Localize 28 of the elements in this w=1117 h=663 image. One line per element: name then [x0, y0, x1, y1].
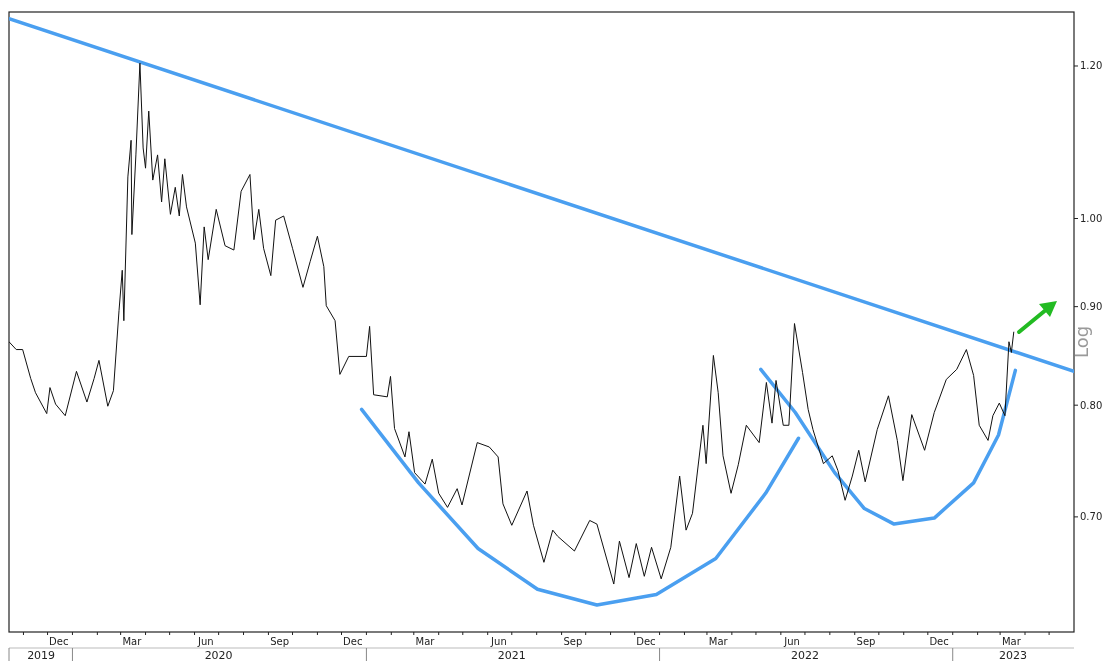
x-tick-label: Jun — [196, 636, 214, 647]
y-tick-label: 1.20 — [1080, 60, 1103, 72]
x2-tick-label: 2022 — [790, 649, 819, 662]
y-tick-label: 0.90 — [1080, 301, 1103, 313]
x2-tick-label: 2020 — [204, 649, 233, 662]
x-tick-label: Jun — [490, 636, 507, 647]
y-tick-label: 0.70 — [1080, 511, 1103, 523]
y-axis-title: Log — [1071, 325, 1092, 359]
y-tick-label: 0.80 — [1080, 399, 1103, 411]
x-tick-label: Dec — [636, 636, 656, 647]
x-tick-label: Mar — [415, 636, 436, 647]
x-tick-label: Dec — [343, 636, 363, 647]
x-tick-label: Mar — [708, 636, 729, 647]
x-tick-label: Sep — [856, 636, 876, 647]
x-tick-label: Dec — [929, 636, 949, 647]
x2-tick-label: 2021 — [497, 649, 526, 662]
line-series — [759, 367, 1018, 526]
y-tick-label: 1.00 — [1080, 213, 1103, 225]
x-tick-label: Mar — [122, 636, 143, 647]
x2-tick-label: 2019 — [27, 649, 56, 662]
x-tick-label: Dec — [49, 636, 69, 647]
x-tick-label: Sep — [563, 636, 583, 647]
x-tick-label: Sep — [270, 636, 290, 647]
x-tick-label: Mar — [1001, 636, 1022, 647]
x2-tick-label: 2023 — [998, 649, 1027, 662]
x-tick-label: Jun — [783, 636, 800, 647]
line-series — [359, 407, 801, 607]
line-series — [9, 62, 1015, 585]
